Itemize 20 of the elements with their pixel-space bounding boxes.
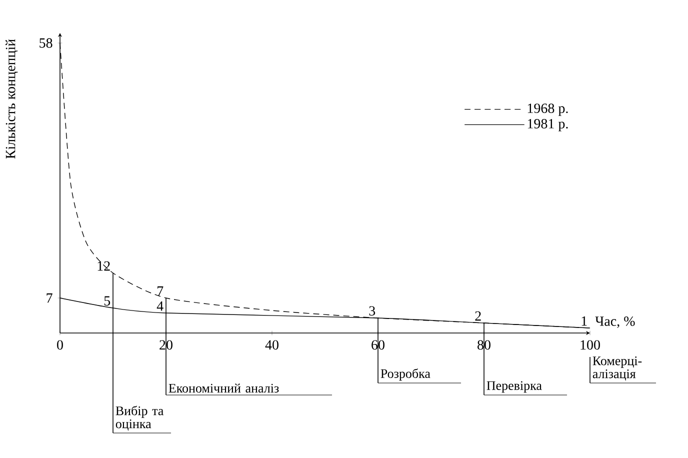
data-label: 12 [98, 261, 110, 271]
legend-label: 1968 р. [528, 104, 568, 116]
data-label: 7 [158, 286, 164, 296]
x-tick-label: 0 [57, 340, 63, 350]
y-tick-label: 58 [40, 38, 52, 48]
data-label: 1 [582, 316, 587, 326]
ref-line-label: Перевірка [486, 381, 542, 393]
data-label: 4 [156, 301, 164, 311]
ref-line-label: Розробка [380, 368, 430, 381]
ref-line-label: Комерці-алізація [592, 356, 642, 381]
legend-label: 1981 р. [528, 118, 568, 132]
x-tick-label: 40 [265, 340, 278, 350]
x-axis-title: Час, % [595, 316, 635, 328]
data-label: 5 [104, 296, 110, 306]
ref-line-label: Економічний аналіз [168, 384, 279, 393]
ref-line-label: Вибір та оцінка [116, 406, 164, 431]
x-tick-label: 100 [580, 340, 600, 350]
data-label: 2 [475, 311, 481, 321]
y-axis-title: Кількість концепцій [6, 39, 18, 159]
data-label: 3 [369, 306, 376, 316]
